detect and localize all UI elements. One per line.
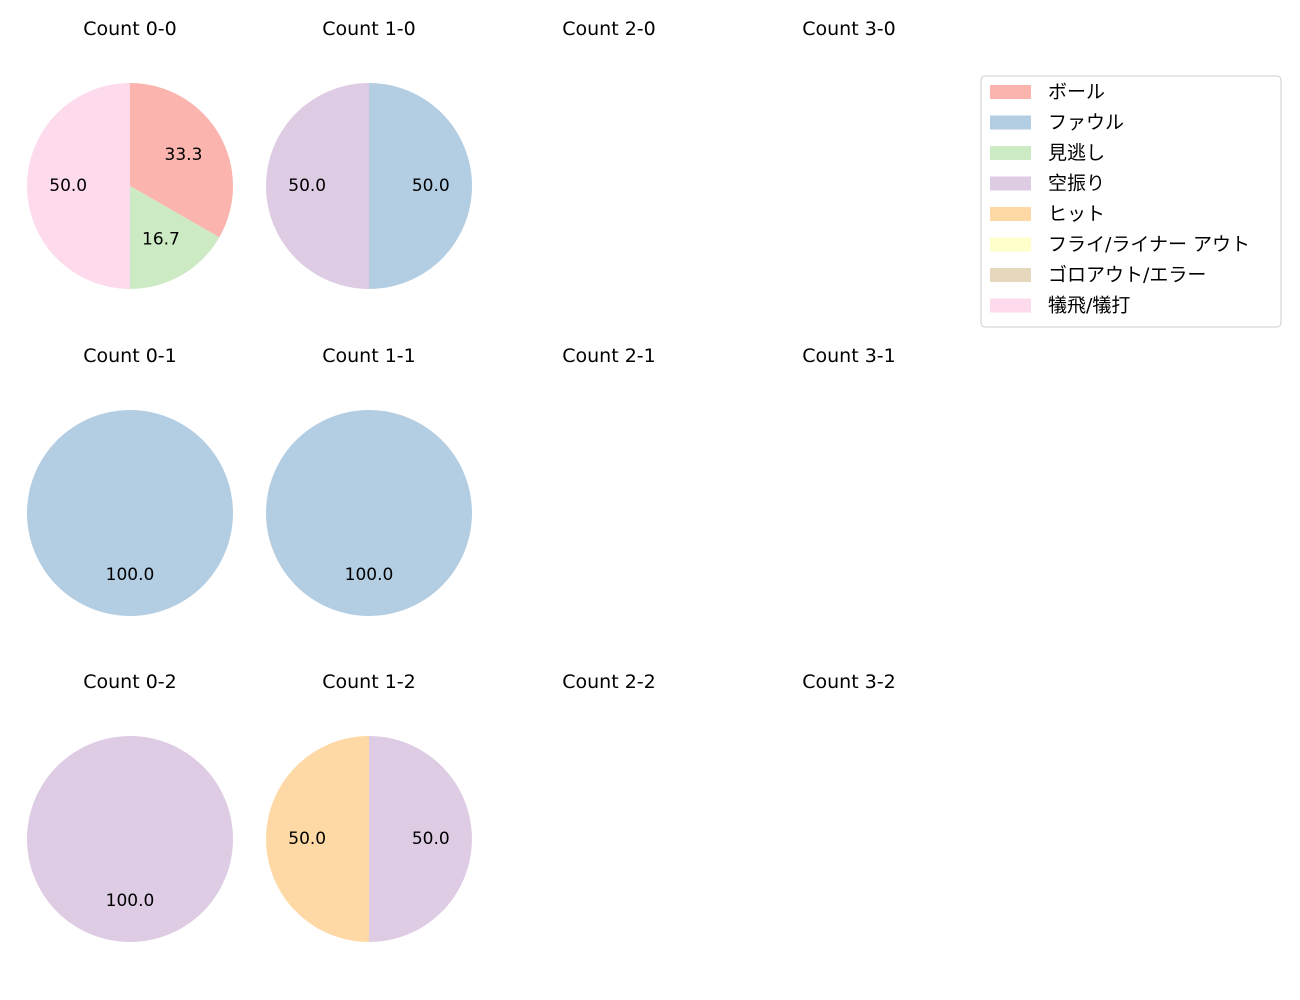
slice-value-label: 100.0 xyxy=(345,565,394,585)
panel-title: Count 0-1 xyxy=(83,345,177,367)
legend-swatch xyxy=(990,115,1031,130)
panel-title: Count 3-2 xyxy=(802,671,896,693)
panel-count-0-0: Count 0-0 33.3 16.7 50.0 xyxy=(27,18,234,289)
legend-item-foul: ファウル xyxy=(990,112,1124,134)
legend-label: 見逃し xyxy=(1048,142,1105,164)
slice-value-label: 50.0 xyxy=(412,176,450,196)
legend-label: フライ/ライナー アウト xyxy=(1048,234,1250,256)
pie-slice-hit xyxy=(266,736,369,942)
slice-value-label: 16.7 xyxy=(142,229,180,249)
pie-slice-foul xyxy=(266,410,472,616)
slice-value-label: 50.0 xyxy=(288,176,326,196)
legend-item-looking: 見逃し xyxy=(990,142,1105,164)
legend-item-ball: ボール xyxy=(990,81,1105,103)
legend-label: 空振り xyxy=(1048,173,1105,195)
pie-slice-swinging xyxy=(27,736,233,942)
legend-swatch xyxy=(990,85,1031,99)
panel-count-2-2: Count 2-2 xyxy=(562,671,656,693)
slice-value-label: 100.0 xyxy=(106,891,155,911)
panel-count-1-0: Count 1-0 50.0 50.0 xyxy=(266,18,472,289)
legend-item-flyout: フライ/ライナー アウト xyxy=(990,234,1250,256)
legend-item-hit: ヒット xyxy=(990,203,1105,225)
panel-title: Count 0-0 xyxy=(83,18,177,40)
legend-swatch xyxy=(990,268,1031,282)
legend-label: 犠飛/犠打 xyxy=(1048,295,1130,317)
slice-value-label: 50.0 xyxy=(288,829,326,849)
panel-title: Count 2-2 xyxy=(562,671,656,693)
panel-title: Count 2-1 xyxy=(562,345,656,367)
legend-label: ファウル xyxy=(1048,112,1124,134)
panel-count-1-2: Count 1-2 50.0 50.0 xyxy=(266,671,472,942)
panel-count-0-1: Count 0-1 100.0 xyxy=(27,345,233,616)
panel-count-3-0: Count 3-0 xyxy=(802,18,896,40)
panel-title: Count 1-2 xyxy=(322,671,416,693)
legend-frame xyxy=(980,75,1282,328)
panel-title: Count 0-2 xyxy=(83,671,177,693)
panel-title: Count 2-0 xyxy=(562,18,656,40)
legend-label: ゴロアウト/エラー xyxy=(1048,264,1206,286)
pie-slice-swinging xyxy=(266,83,369,289)
panel-count-2-1: Count 2-1 xyxy=(562,345,656,367)
slice-value-label: 50.0 xyxy=(49,176,87,196)
legend-label: ヒット xyxy=(1048,203,1105,225)
legend-swatch xyxy=(990,298,1031,313)
legend-swatch xyxy=(990,176,1031,191)
pie-slice-foul xyxy=(27,410,233,616)
panel-title: Count 1-0 xyxy=(322,18,416,40)
legend-swatch xyxy=(990,146,1031,160)
legend-swatch xyxy=(990,207,1031,221)
pie-slice-sacrifice xyxy=(27,83,130,289)
pie-slice-looking xyxy=(130,186,220,289)
panel-title: Count 3-1 xyxy=(802,345,896,367)
slice-value-label: 50.0 xyxy=(412,829,450,849)
panel-count-3-2: Count 3-2 xyxy=(802,671,896,693)
pie-slice-foul xyxy=(369,83,472,289)
slice-value-label: 100.0 xyxy=(106,565,155,585)
pie-slice-ball xyxy=(130,83,234,238)
panel-count-1-1: Count 1-1 100.0 xyxy=(266,345,472,616)
legend-label: ボール xyxy=(1048,81,1105,103)
legend-swatch xyxy=(990,237,1031,252)
pie-slice-swinging xyxy=(369,736,472,942)
panel-count-0-2: Count 0-2 100.0 xyxy=(27,671,233,942)
legend-item-sacrifice: 犠飛/犠打 xyxy=(990,295,1130,317)
legend-item-swinging: 空振り xyxy=(990,173,1105,195)
panel-title: Count 1-1 xyxy=(322,345,416,367)
panel-count-2-0: Count 2-0 xyxy=(562,18,656,40)
slice-value-label: 33.3 xyxy=(165,145,203,165)
panel-count-3-1: Count 3-1 xyxy=(802,345,896,367)
panel-title: Count 3-0 xyxy=(802,18,896,40)
legend-item-groundout: ゴロアウト/エラー xyxy=(990,264,1206,286)
